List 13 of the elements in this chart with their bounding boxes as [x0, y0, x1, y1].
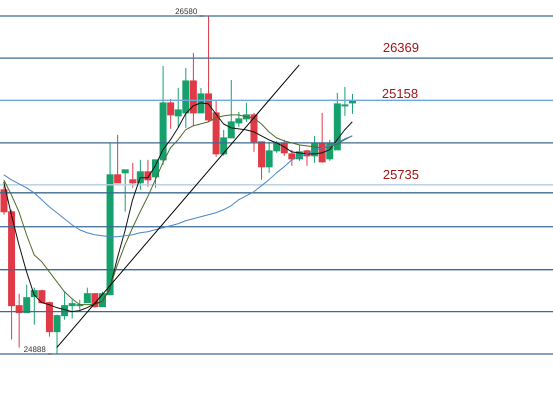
candlestick	[122, 169, 129, 212]
candlestick	[129, 162, 136, 188]
candlestick	[280, 139, 288, 156]
ref-line-label: 25735	[382, 166, 420, 182]
annotation: 26580	[175, 7, 198, 16]
text: 25158	[382, 86, 418, 101]
candlestick	[23, 284, 30, 314]
candlestick	[167, 98, 174, 130]
annotation: 24888	[24, 345, 46, 354]
ref-line-label: 26369	[382, 40, 420, 56]
candlestick	[114, 134, 122, 184]
candlestick	[84, 287, 91, 304]
candlestick	[288, 149, 296, 166]
